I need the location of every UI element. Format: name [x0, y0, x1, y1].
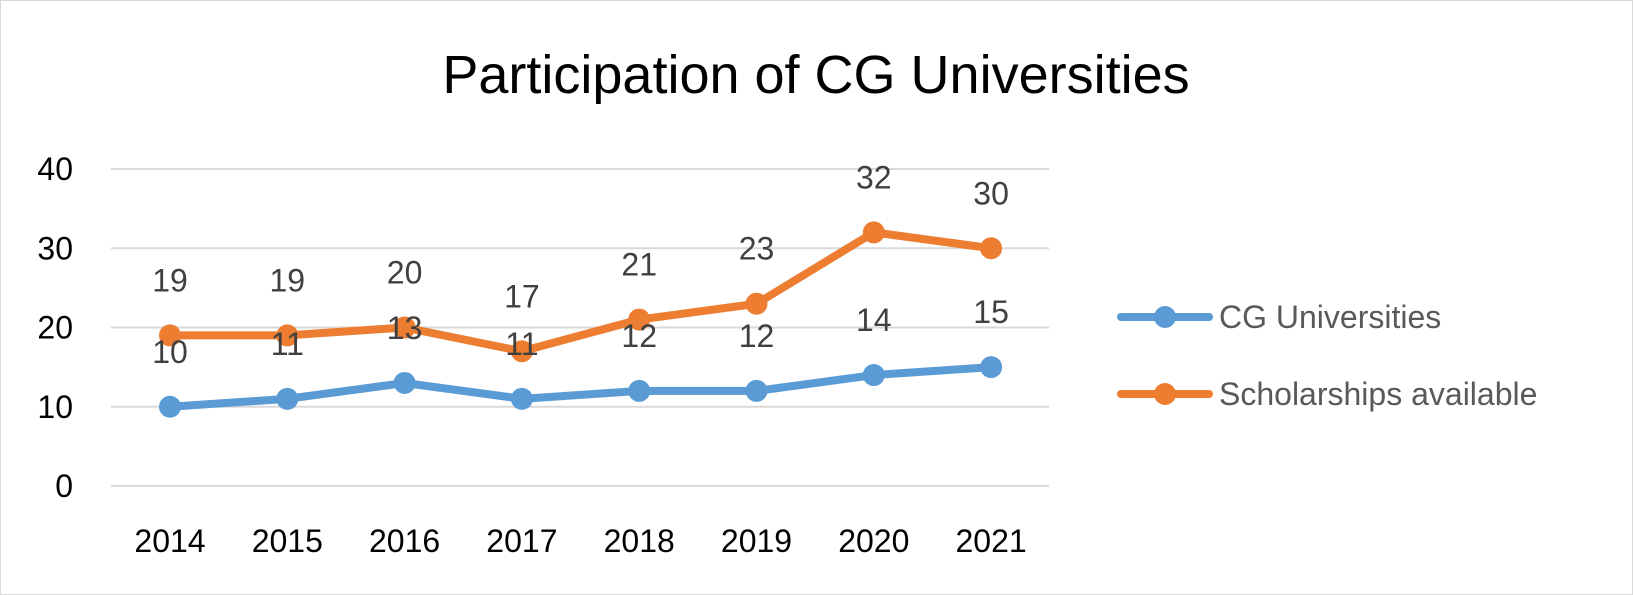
x-tick-label: 2016: [369, 523, 440, 559]
data-label: 12: [739, 318, 775, 354]
data-label: 19: [270, 262, 306, 298]
data-point: [628, 379, 651, 402]
legend-marker: [1154, 383, 1176, 405]
x-tick-label: 2017: [486, 523, 557, 559]
legend-label: CG Universities: [1219, 299, 1441, 335]
data-point: [276, 387, 299, 410]
data-label: 15: [973, 294, 1009, 330]
data-label: 11: [505, 326, 538, 362]
y-tick-label: 10: [37, 389, 73, 425]
x-tick-label: 2020: [838, 523, 909, 559]
data-label: 13: [387, 310, 423, 346]
data-point: [862, 221, 885, 244]
x-tick-label: 2018: [604, 523, 675, 559]
gridlines: [111, 168, 1049, 487]
y-tick-label: 40: [37, 151, 73, 187]
data-label: 23: [739, 231, 775, 267]
x-axis-ticks: 2014 2015 2016 2017 2018 2019 2020 2021: [134, 523, 1026, 559]
data-label: 17: [504, 278, 540, 314]
data-point: [745, 379, 768, 402]
x-tick-label: 2014: [134, 523, 205, 559]
data-point: [393, 316, 416, 339]
data-point: [393, 371, 416, 394]
data-point: [980, 356, 1003, 379]
data-label: 30: [973, 175, 1009, 211]
data-label: 11: [271, 326, 304, 362]
x-tick-label: 2015: [252, 523, 323, 559]
data-point: [159, 324, 181, 347]
data-label: 19: [152, 262, 188, 298]
data-label: 14: [856, 302, 892, 338]
series-line: [166, 228, 996, 356]
data-point: [510, 387, 533, 410]
x-tick-label: 2021: [956, 523, 1027, 559]
chart-title: Participation of CG Universities: [442, 45, 1189, 105]
legend-marker: [1154, 306, 1176, 328]
data-label: 21: [621, 247, 657, 283]
y-tick-label: 30: [37, 230, 73, 266]
data-label: 10: [152, 334, 188, 370]
data-point: [276, 324, 299, 347]
y-tick-label: 20: [37, 310, 73, 346]
y-axis-ticks: 0 10 20 30 40: [37, 151, 73, 504]
data-point: [745, 292, 768, 315]
legend-label: Scholarships available: [1219, 376, 1537, 412]
data-labels: 10 11 13 11 12 12 14 15 19 19 20 17 21 23 32 30: [152, 159, 1009, 369]
data-point: [628, 308, 651, 331]
data-label: 32: [856, 159, 892, 195]
data-point: [510, 340, 533, 363]
series-line: [166, 363, 996, 411]
series-lines: [159, 221, 1003, 418]
data-point: [980, 237, 1003, 260]
x-tick-label: 2019: [721, 523, 792, 559]
data-label: 20: [387, 255, 423, 291]
data-point: [862, 364, 885, 387]
data-label: 12: [621, 318, 657, 354]
legend: CG Universities Scholarships available: [1117, 299, 1537, 412]
y-tick-label: 0: [55, 468, 73, 504]
data-point: [159, 395, 181, 418]
